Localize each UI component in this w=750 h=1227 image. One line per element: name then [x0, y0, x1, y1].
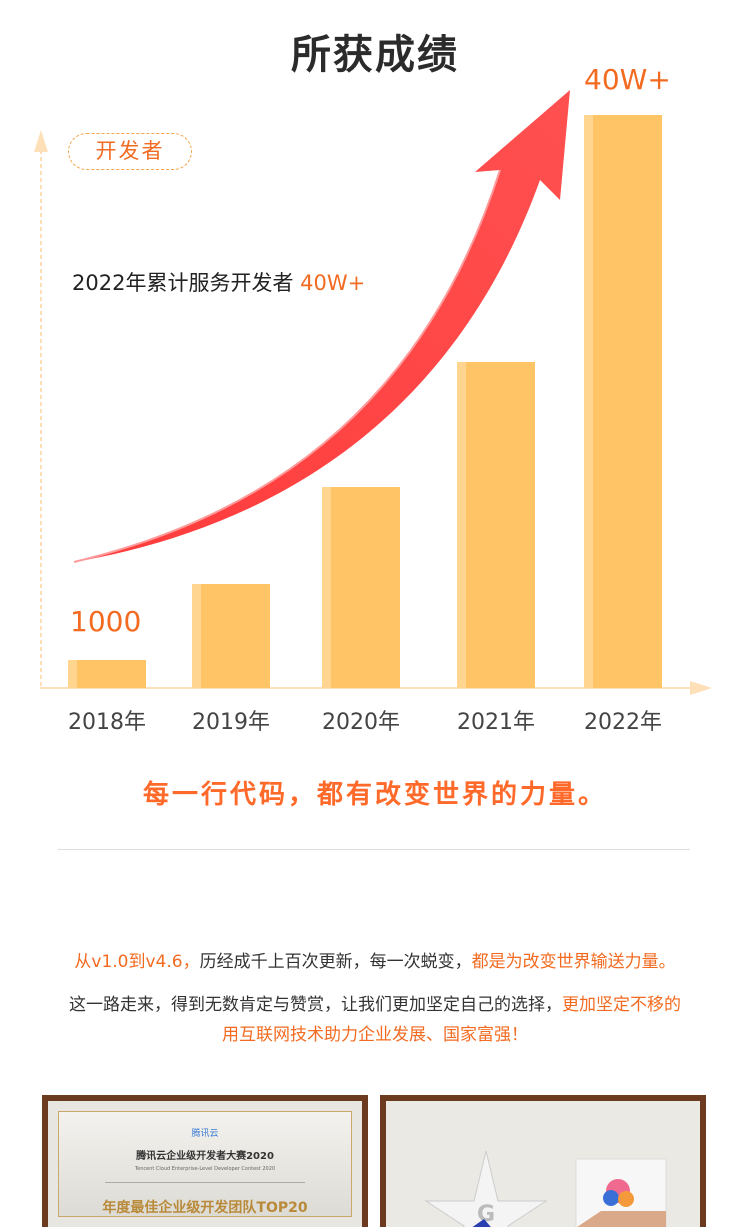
x-tick-2022: 2022年: [584, 710, 662, 735]
bar-2020: [322, 487, 400, 688]
bar-2021: [457, 362, 535, 688]
para1-highlight: 从v1.0到v4.6，: [74, 952, 200, 972]
y-axis-arrow-icon: [34, 130, 48, 152]
award-title: 腾讯云企业级开发者大赛2020: [136, 1151, 274, 1162]
summary-label: 2022年累计服务开发者: [72, 271, 294, 295]
x-tick-2021: 2021年: [457, 710, 535, 735]
award-subtitle: Tencent Cloud Enterprise-Level Developer…: [134, 1166, 276, 1172]
data-label-2022: 40W+: [584, 63, 671, 96]
x-tick-2020: 2020年: [322, 710, 400, 735]
summary-text: 2022年累计服务开发者 40W+: [72, 267, 365, 297]
para2-text: 这一路走来，得到无数肯定与赞赏，让我们更加坚定自己的选择，: [69, 995, 562, 1015]
trophy-image: G: [424, 1150, 667, 1227]
growth-arrow-icon: [73, 90, 570, 563]
divider: [58, 849, 690, 850]
bar-2019: [192, 584, 270, 688]
para2-highlight: 更加坚定不移的: [562, 995, 681, 1015]
x-tick-2018: 2018年: [68, 710, 146, 735]
y-axis-label: 开发者: [68, 133, 192, 170]
award-plaque-left: 腾讯云 腾讯云企业级开发者大赛2020 Tencent Cloud Enterp…: [42, 1095, 368, 1227]
bar-2018: [68, 660, 146, 688]
bar-2022: [584, 115, 662, 688]
tencent-cloud-logo: 腾讯云: [191, 1129, 219, 1139]
x-axis-arrow-icon: [690, 681, 712, 695]
trophy-badge: G: [477, 1202, 495, 1227]
paragraph-2: 这一路走来，得到无数肯定与赞赏，让我们更加坚定自己的选择，更加坚定不移的: [0, 990, 750, 1015]
award-name: 年度最佳企业级开发团队TOP20: [102, 1200, 308, 1216]
chart-axes: [34, 130, 712, 695]
para1-highlight-end: 都是为改变世界输送力量。: [471, 952, 676, 972]
summary-value: 40W+: [300, 271, 366, 295]
paragraph-3: 用互联网技术助力企业发展、国家富强！: [222, 1025, 528, 1045]
para1-text: 历经成千上百次更新，每一次蜕变，: [199, 952, 472, 972]
x-tick-2019: 2019年: [192, 710, 270, 735]
paragraph-1: 从v1.0到v4.6，历经成千上百次更新，每一次蜕变，都是为改变世界输送力量。: [0, 947, 750, 972]
data-label-2018: 1000: [70, 605, 142, 638]
page-title: 所获成绩: [291, 32, 459, 78]
slogan: 每一行代码，都有改变世界的力量。: [142, 780, 607, 810]
award-trophy-right: G: [380, 1095, 706, 1227]
